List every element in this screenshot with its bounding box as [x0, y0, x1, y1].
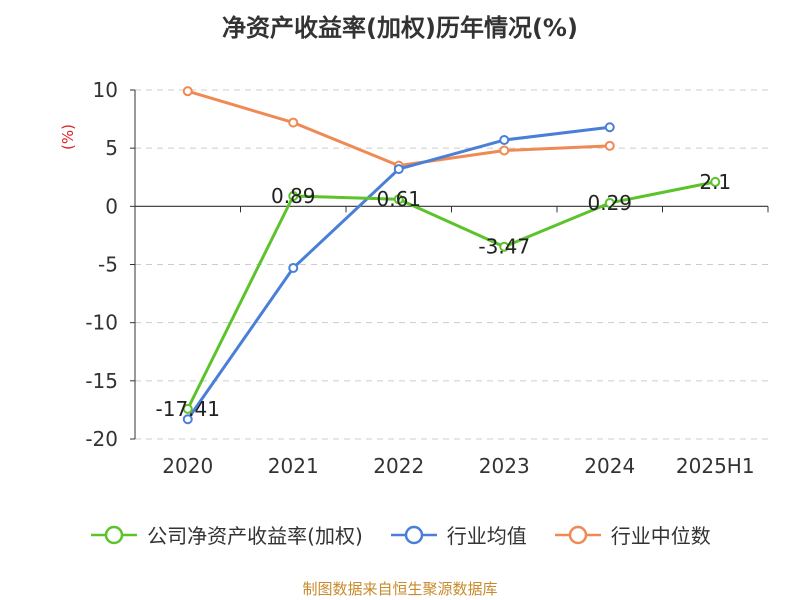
chart-title: 净资产收益率(加权)历年情况(%) [222, 14, 578, 42]
axis-layer: 10 5 0 -5 -10 -15 -20 2020 2021 2022 2023 2024 2025H… [85, 78, 769, 478]
x-tick-label: 2020 [162, 454, 213, 478]
legend-swatch [390, 525, 437, 544]
legend-label: 公司净资产收益率(加权) [147, 524, 363, 548]
line-chart: 10 5 0 -5 -10 -15 -20 2020 2021 2022 2023 2024 2025H… [85, 78, 769, 478]
data-point [288, 262, 299, 273]
data-point [604, 197, 615, 208]
y-tick-label: -10 [85, 311, 118, 335]
data-label: 0.89 [271, 184, 316, 208]
data-point [604, 122, 615, 133]
series-line [187, 89, 610, 168]
x-tick-label: 2022 [373, 454, 424, 478]
data-label-layer: -17.41 0.89 0.61 -3.47 0.29 2.1 [156, 170, 732, 421]
data-label: 2.1 [699, 170, 731, 194]
data-point [182, 86, 193, 97]
data-point [288, 190, 299, 201]
legend-label: 行业中位数 [610, 524, 711, 548]
legend: 公司净资产收益率(加权) 行业均值 行业中位数 [0, 520, 800, 549]
data-point [288, 117, 299, 128]
legend-swatch [554, 525, 601, 544]
y-tick-label: 10 [93, 78, 118, 102]
legend-label: 行业均值 [446, 524, 527, 548]
data-point [393, 194, 404, 205]
data-point [499, 135, 510, 146]
legend-item[interactable]: 公司净资产收益率(加权) [89, 520, 363, 549]
data-point [182, 414, 193, 425]
source-note: 制图数据来自恒生聚源数据库 [302, 580, 498, 598]
legend-swatch [91, 525, 138, 544]
data-point [393, 164, 404, 175]
data-label: 0.29 [587, 191, 632, 215]
x-tick-label: 2023 [479, 454, 530, 478]
data-point [499, 145, 510, 156]
grid-layer [135, 89, 768, 440]
legend-item[interactable]: 行业均值 [389, 520, 527, 549]
data-point [499, 241, 510, 252]
x-tick-label: 2021 [268, 454, 319, 478]
series-layer [182, 86, 721, 425]
data-point [604, 140, 615, 151]
x-tick-label: 2025H1 [676, 454, 755, 478]
data-point [710, 176, 721, 187]
y-tick-label: 0 [105, 194, 118, 218]
y-tick-label: -15 [85, 369, 118, 393]
y-tick-label: -20 [85, 427, 118, 451]
x-tick-label: 2024 [584, 454, 635, 478]
series-line [186, 180, 716, 410]
y-tick-label: 5 [105, 136, 118, 160]
data-label: 0.61 [376, 187, 421, 211]
data-label: -3.47 [478, 235, 530, 259]
y-tick-label: -5 [98, 253, 118, 277]
data-label: -17.41 [156, 397, 220, 421]
data-point [182, 403, 193, 414]
legend-item[interactable]: 行业中位数 [553, 520, 711, 549]
